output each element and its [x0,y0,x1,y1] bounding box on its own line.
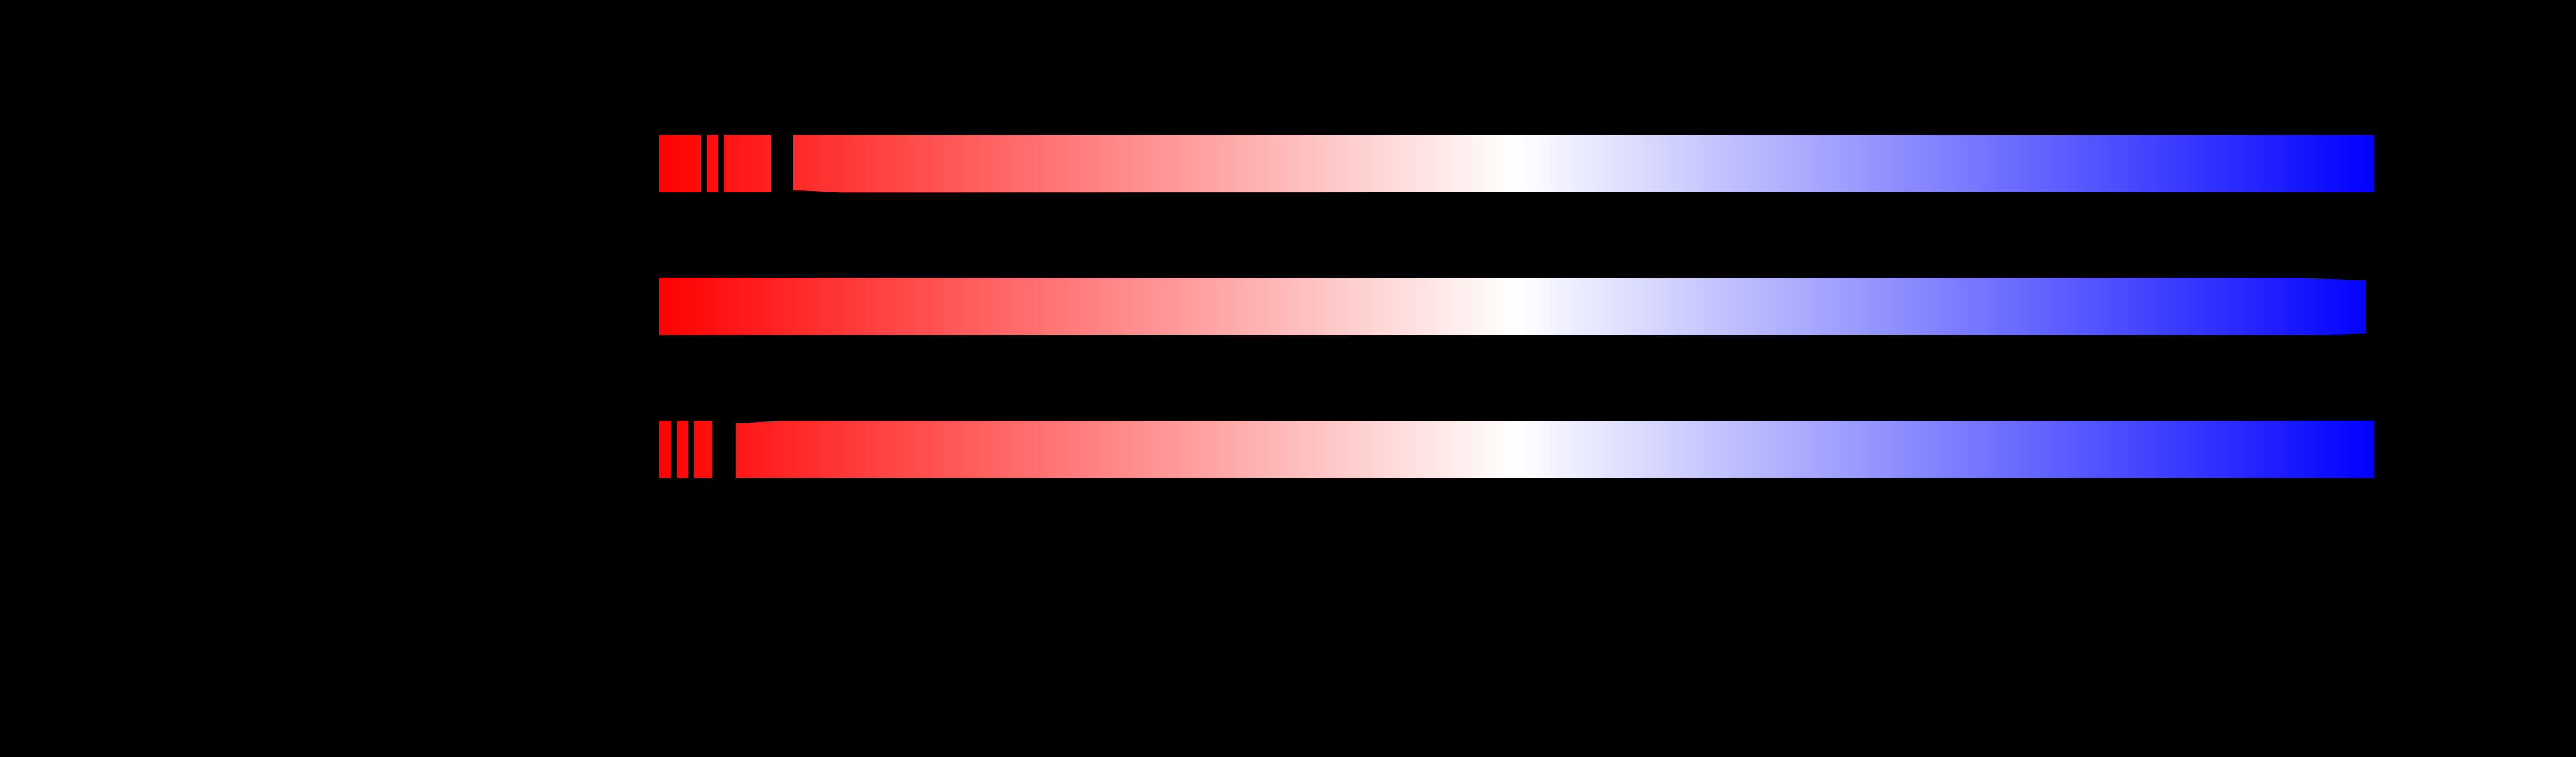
track-1-fragment-1 [659,135,701,192]
track-3-fragment-2 [677,421,688,478]
track-3-fragment-3 [694,421,712,478]
track-3-fragment-1 [659,421,671,478]
track-1-main-segment [793,135,2374,193]
track-1-fragment-3 [724,135,771,192]
track-1-fragment-2 [707,135,718,192]
track-2-main-segment [659,278,2366,335]
track-3-main-segment [736,421,2374,478]
tracks-group [659,135,2374,478]
